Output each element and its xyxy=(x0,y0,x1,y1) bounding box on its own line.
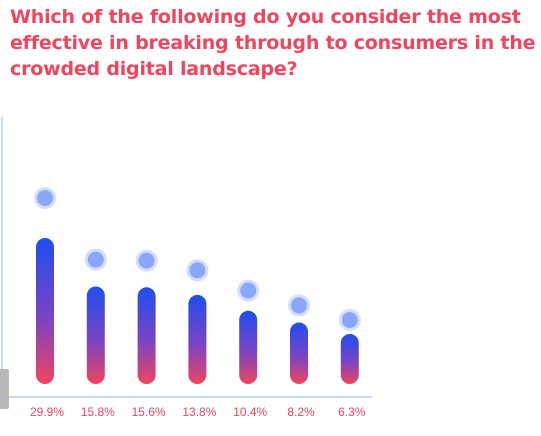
dot-1 xyxy=(37,190,53,206)
dot-4 xyxy=(189,262,206,279)
bar-2 xyxy=(86,286,105,384)
dot-3 xyxy=(138,252,155,269)
chart-title: Which of the following do you consider t… xyxy=(10,6,536,80)
bar-6 xyxy=(290,322,308,384)
bar-1 xyxy=(36,238,54,384)
value-label-2: 15.8% xyxy=(81,405,115,419)
value-label-4: 13.8% xyxy=(182,405,216,419)
scroll-handle[interactable] xyxy=(0,369,9,409)
value-label-5: 10.4% xyxy=(233,405,267,419)
bar-5 xyxy=(239,310,258,384)
dot-2 xyxy=(87,251,104,268)
bar-3 xyxy=(137,287,156,384)
dot-5 xyxy=(240,282,257,299)
value-label-1: 29.9% xyxy=(30,405,64,419)
dot-6 xyxy=(291,297,307,314)
bar-7 xyxy=(340,334,359,384)
bar-4 xyxy=(188,294,207,384)
value-label-7: 6.3% xyxy=(338,405,366,419)
value-label-3: 15.6% xyxy=(132,405,166,419)
dot-7 xyxy=(341,312,358,328)
value-label-6: 8.2% xyxy=(287,405,315,419)
